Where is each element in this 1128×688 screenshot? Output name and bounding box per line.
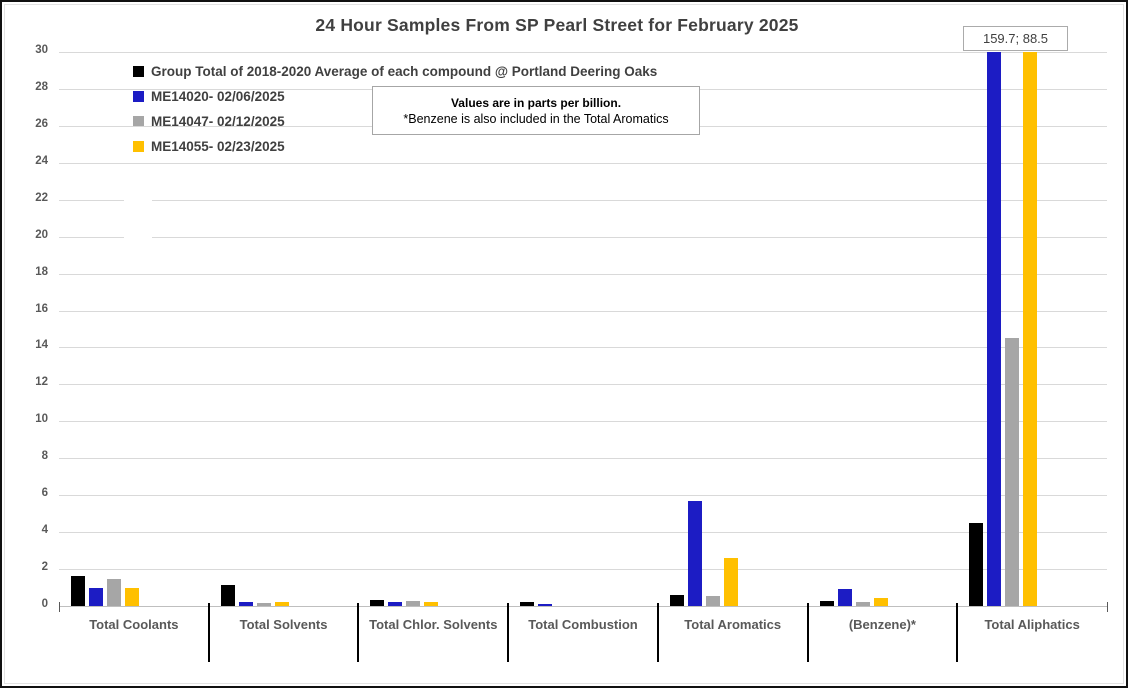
axis-end-tick bbox=[1107, 602, 1108, 612]
gridline-y-10 bbox=[59, 421, 1107, 423]
bar-avg-2 bbox=[370, 599, 385, 606]
note-line-benzene: *Benzene is also included in the Total A… bbox=[403, 111, 669, 126]
bar-sample2-4 bbox=[705, 595, 720, 606]
bar-sample2-1 bbox=[256, 603, 271, 606]
gridline-y-12 bbox=[59, 384, 1107, 386]
legend-item: ME14047- 02/12/2025 bbox=[133, 109, 657, 134]
note-line-units: Values are in parts per billion. bbox=[450, 95, 622, 110]
gridline-y-18 bbox=[59, 273, 1107, 275]
gridline-y-16 bbox=[59, 310, 1107, 312]
category-separator bbox=[956, 603, 959, 662]
y-axis-tick-label: 26 bbox=[35, 117, 48, 130]
bar-sample3-0 bbox=[125, 587, 139, 606]
bar-sample3-2 bbox=[424, 602, 439, 606]
bar-sample3-5 bbox=[873, 597, 888, 606]
bar-sample3-4 bbox=[723, 557, 738, 606]
legend: Group Total of 2018-2020 Average of each… bbox=[133, 59, 657, 159]
category-label: Total Combustion bbox=[528, 617, 638, 632]
bar-sample1-6 bbox=[987, 52, 1002, 606]
gridline-y-24 bbox=[59, 162, 1107, 164]
category-separator bbox=[207, 603, 210, 662]
y-axis-tick-label: 12 bbox=[35, 376, 48, 389]
bar-sample1-3 bbox=[538, 604, 553, 606]
bar-sample2-2 bbox=[406, 601, 421, 606]
y-axis-tick-label: 2 bbox=[41, 561, 48, 574]
category-separator bbox=[656, 603, 659, 662]
gridline-y-30 bbox=[59, 52, 1107, 53]
y-axis-tick-label: 0 bbox=[41, 598, 48, 610]
bar-sample2-6 bbox=[1005, 338, 1020, 606]
bar-sample2-0 bbox=[107, 579, 121, 606]
y-axis-tick-label: 8 bbox=[41, 450, 48, 463]
legend-label: Group Total of 2018-2020 Average of each… bbox=[151, 64, 658, 79]
y-axis-tick-label: 28 bbox=[35, 80, 48, 93]
bar-avg-5 bbox=[819, 601, 834, 606]
bar-avg-3 bbox=[520, 602, 535, 606]
bar-sample1-5 bbox=[837, 589, 852, 606]
note-box: Values are in parts per billion. *Benzen… bbox=[372, 86, 700, 135]
bar-sample1-0 bbox=[89, 587, 103, 606]
y-axis-tick-label: 10 bbox=[35, 413, 48, 426]
category-label: Total Solvents bbox=[239, 617, 328, 632]
legend-marker-icon bbox=[133, 116, 144, 127]
outlier-value-label: 159.7; 88.5 bbox=[963, 26, 1068, 51]
bar-sample1-4 bbox=[687, 500, 702, 606]
category-separator bbox=[357, 603, 360, 662]
y-axis-tick-label: 6 bbox=[41, 487, 48, 500]
y-axis-tick-label: 20 bbox=[35, 228, 48, 241]
gridline-y-2 bbox=[59, 569, 1107, 571]
chart-title: 24 Hour Samples From SP Pearl Street for… bbox=[315, 15, 799, 35]
legend-marker-icon bbox=[133, 141, 144, 152]
legend-label: ME14055- 02/23/2025 bbox=[151, 139, 285, 154]
category-label: Total Aromatics bbox=[684, 617, 782, 632]
legend-label: ME14020- 02/06/2025 bbox=[151, 89, 285, 104]
category-separator bbox=[507, 603, 510, 662]
legend-item: ME14055- 02/23/2025 bbox=[133, 134, 657, 159]
gridline-y-22 bbox=[59, 199, 1107, 201]
category-label: Total Coolants bbox=[89, 617, 179, 632]
legend-marker-icon bbox=[133, 91, 144, 102]
bar-sample1-1 bbox=[238, 602, 253, 606]
category-separator bbox=[806, 603, 809, 662]
y-axis-tick-label: 14 bbox=[35, 339, 48, 352]
y-axis-tick-label: 24 bbox=[35, 154, 48, 167]
legend-label: ME14047- 02/12/2025 bbox=[151, 114, 285, 129]
y-axis-tick-label: 22 bbox=[35, 191, 48, 204]
category-label: Total Chlor. Solvents bbox=[369, 617, 498, 632]
bar-sample3-1 bbox=[274, 602, 289, 606]
bar-avg-1 bbox=[220, 584, 235, 606]
legend-item: Group Total of 2018-2020 Average of each… bbox=[133, 59, 657, 84]
axis-end-tick bbox=[59, 602, 60, 612]
category-label: Total Aliphatics bbox=[984, 617, 1080, 632]
bar-avg-0 bbox=[71, 576, 85, 606]
y-axis-tick-label: 30 bbox=[35, 44, 48, 56]
y-axis-tick-label: 16 bbox=[35, 302, 48, 315]
legend-marker-icon bbox=[133, 66, 144, 77]
y-axis-tick-label: 4 bbox=[41, 524, 48, 537]
gridline-y-8 bbox=[59, 458, 1107, 460]
y-axis-tick-label: 18 bbox=[35, 265, 48, 278]
legend-item: ME14020- 02/06/2025 bbox=[133, 84, 657, 109]
blank-box-artifact bbox=[124, 188, 152, 248]
category-label: (Benzene)* bbox=[848, 617, 916, 632]
gridline-y-0 bbox=[59, 606, 1107, 607]
bar-sample1-2 bbox=[388, 602, 403, 606]
gridline-y-6 bbox=[59, 495, 1107, 497]
bar-sample2-5 bbox=[855, 602, 870, 606]
gridline-y-20 bbox=[59, 236, 1107, 238]
bar-avg-4 bbox=[669, 594, 684, 606]
bar-avg-6 bbox=[969, 522, 984, 606]
bar-sample3-6 bbox=[1023, 52, 1038, 606]
gridline-y-14 bbox=[59, 347, 1107, 349]
gridline-y-4 bbox=[59, 532, 1107, 534]
